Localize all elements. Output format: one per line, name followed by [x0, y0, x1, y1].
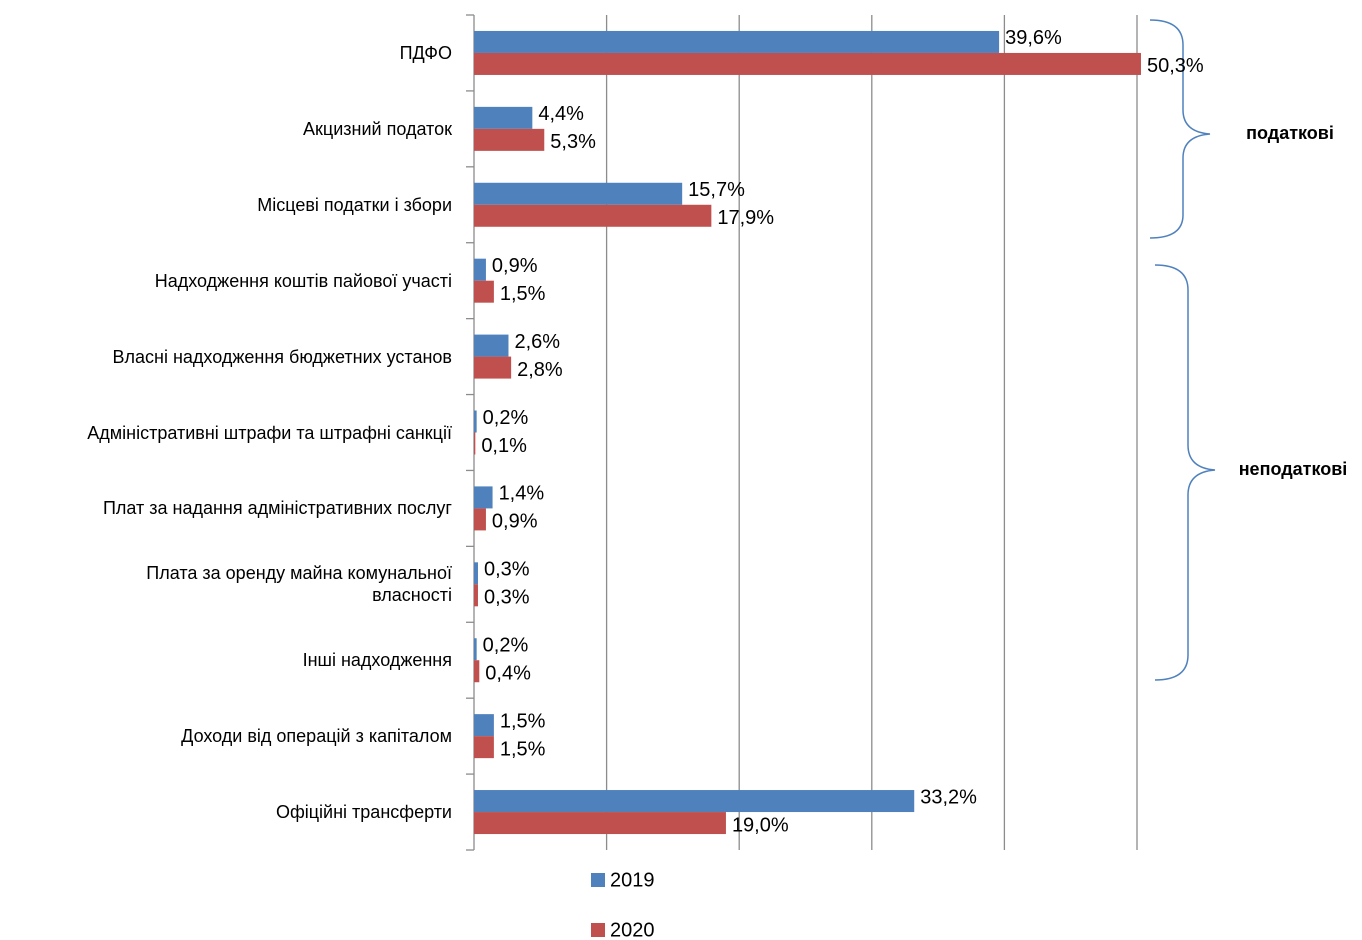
bar: [474, 584, 478, 607]
bar: [474, 280, 494, 303]
value-label: 0,9%: [492, 511, 538, 533]
value-label: 0,9%: [492, 255, 538, 277]
bar: [474, 562, 478, 585]
y-tick-label: Плат за надання адміністративних послуг: [102, 498, 452, 519]
bar: [474, 258, 486, 281]
bar: [474, 432, 476, 455]
annotation: податкові: [1246, 123, 1334, 143]
value-label: 0,3%: [484, 559, 530, 581]
bar: [474, 508, 486, 531]
bar: [474, 128, 545, 151]
bar: [474, 638, 477, 661]
bar: [474, 356, 512, 379]
value-label: 19,0%: [732, 814, 789, 836]
value-label: 0,4%: [485, 663, 531, 685]
value-label: 2,8%: [517, 359, 563, 381]
bar: [474, 486, 493, 509]
y-tick-label: Місцеві податки і збори: [257, 194, 452, 215]
bar: [474, 660, 480, 683]
value-label: 1,5%: [500, 710, 546, 732]
y-tick-label: ПДФО: [399, 42, 452, 63]
value-label: 5,3%: [550, 131, 596, 153]
legend-swatch: [591, 873, 605, 887]
y-tick-label: Власні надходження бюджетних установ: [112, 346, 453, 367]
bar: [474, 410, 477, 433]
annotation: неподаткові: [1239, 459, 1348, 479]
y-tick-label: Акцизний податок: [303, 118, 452, 139]
y-tick-label: Адміністративні штрафи та штрафні санкці…: [87, 422, 452, 443]
bar: [474, 182, 683, 205]
bar: [474, 736, 494, 759]
bracket: [1149, 19, 1211, 239]
y-tick-label: Офіційні трансферти: [275, 802, 452, 823]
y-tick-label: Надходження коштів пайової участі: [154, 270, 452, 291]
bar: [474, 30, 1000, 53]
legend-swatch: [591, 923, 605, 937]
value-label: 17,9%: [717, 207, 774, 229]
bar: [474, 812, 726, 835]
value-label: 39,6%: [1005, 27, 1062, 49]
bar: [474, 52, 1141, 75]
value-label: 1,5%: [500, 283, 546, 305]
value-label: 4,4%: [538, 103, 584, 125]
value-label: 0,2%: [483, 635, 529, 657]
bar: [474, 334, 509, 357]
y-tick-label: Плата за оренду майна комунальної власно…: [146, 563, 452, 606]
y-tick-label: Доходи від операцій з капіталом: [181, 726, 452, 747]
value-label: 2,6%: [514, 331, 560, 353]
bar: [474, 714, 494, 737]
value-label: 0,3%: [484, 587, 530, 609]
y-tick-label: Інші надходження: [302, 650, 452, 671]
value-label: 1,5%: [500, 738, 546, 760]
bracket: [1154, 264, 1216, 681]
value-label: 1,4%: [499, 483, 545, 505]
legend-label: 2020: [610, 919, 655, 940]
bar: [474, 106, 533, 129]
value-label: 0,1%: [481, 435, 527, 457]
value-label: 50,3%: [1147, 55, 1204, 77]
value-label: 15,7%: [688, 179, 745, 201]
legend-label: 2019: [610, 869, 655, 891]
bar: [474, 204, 712, 227]
value-label: 0,2%: [483, 407, 529, 429]
value-label: 33,2%: [920, 786, 977, 808]
bar: [474, 790, 915, 813]
